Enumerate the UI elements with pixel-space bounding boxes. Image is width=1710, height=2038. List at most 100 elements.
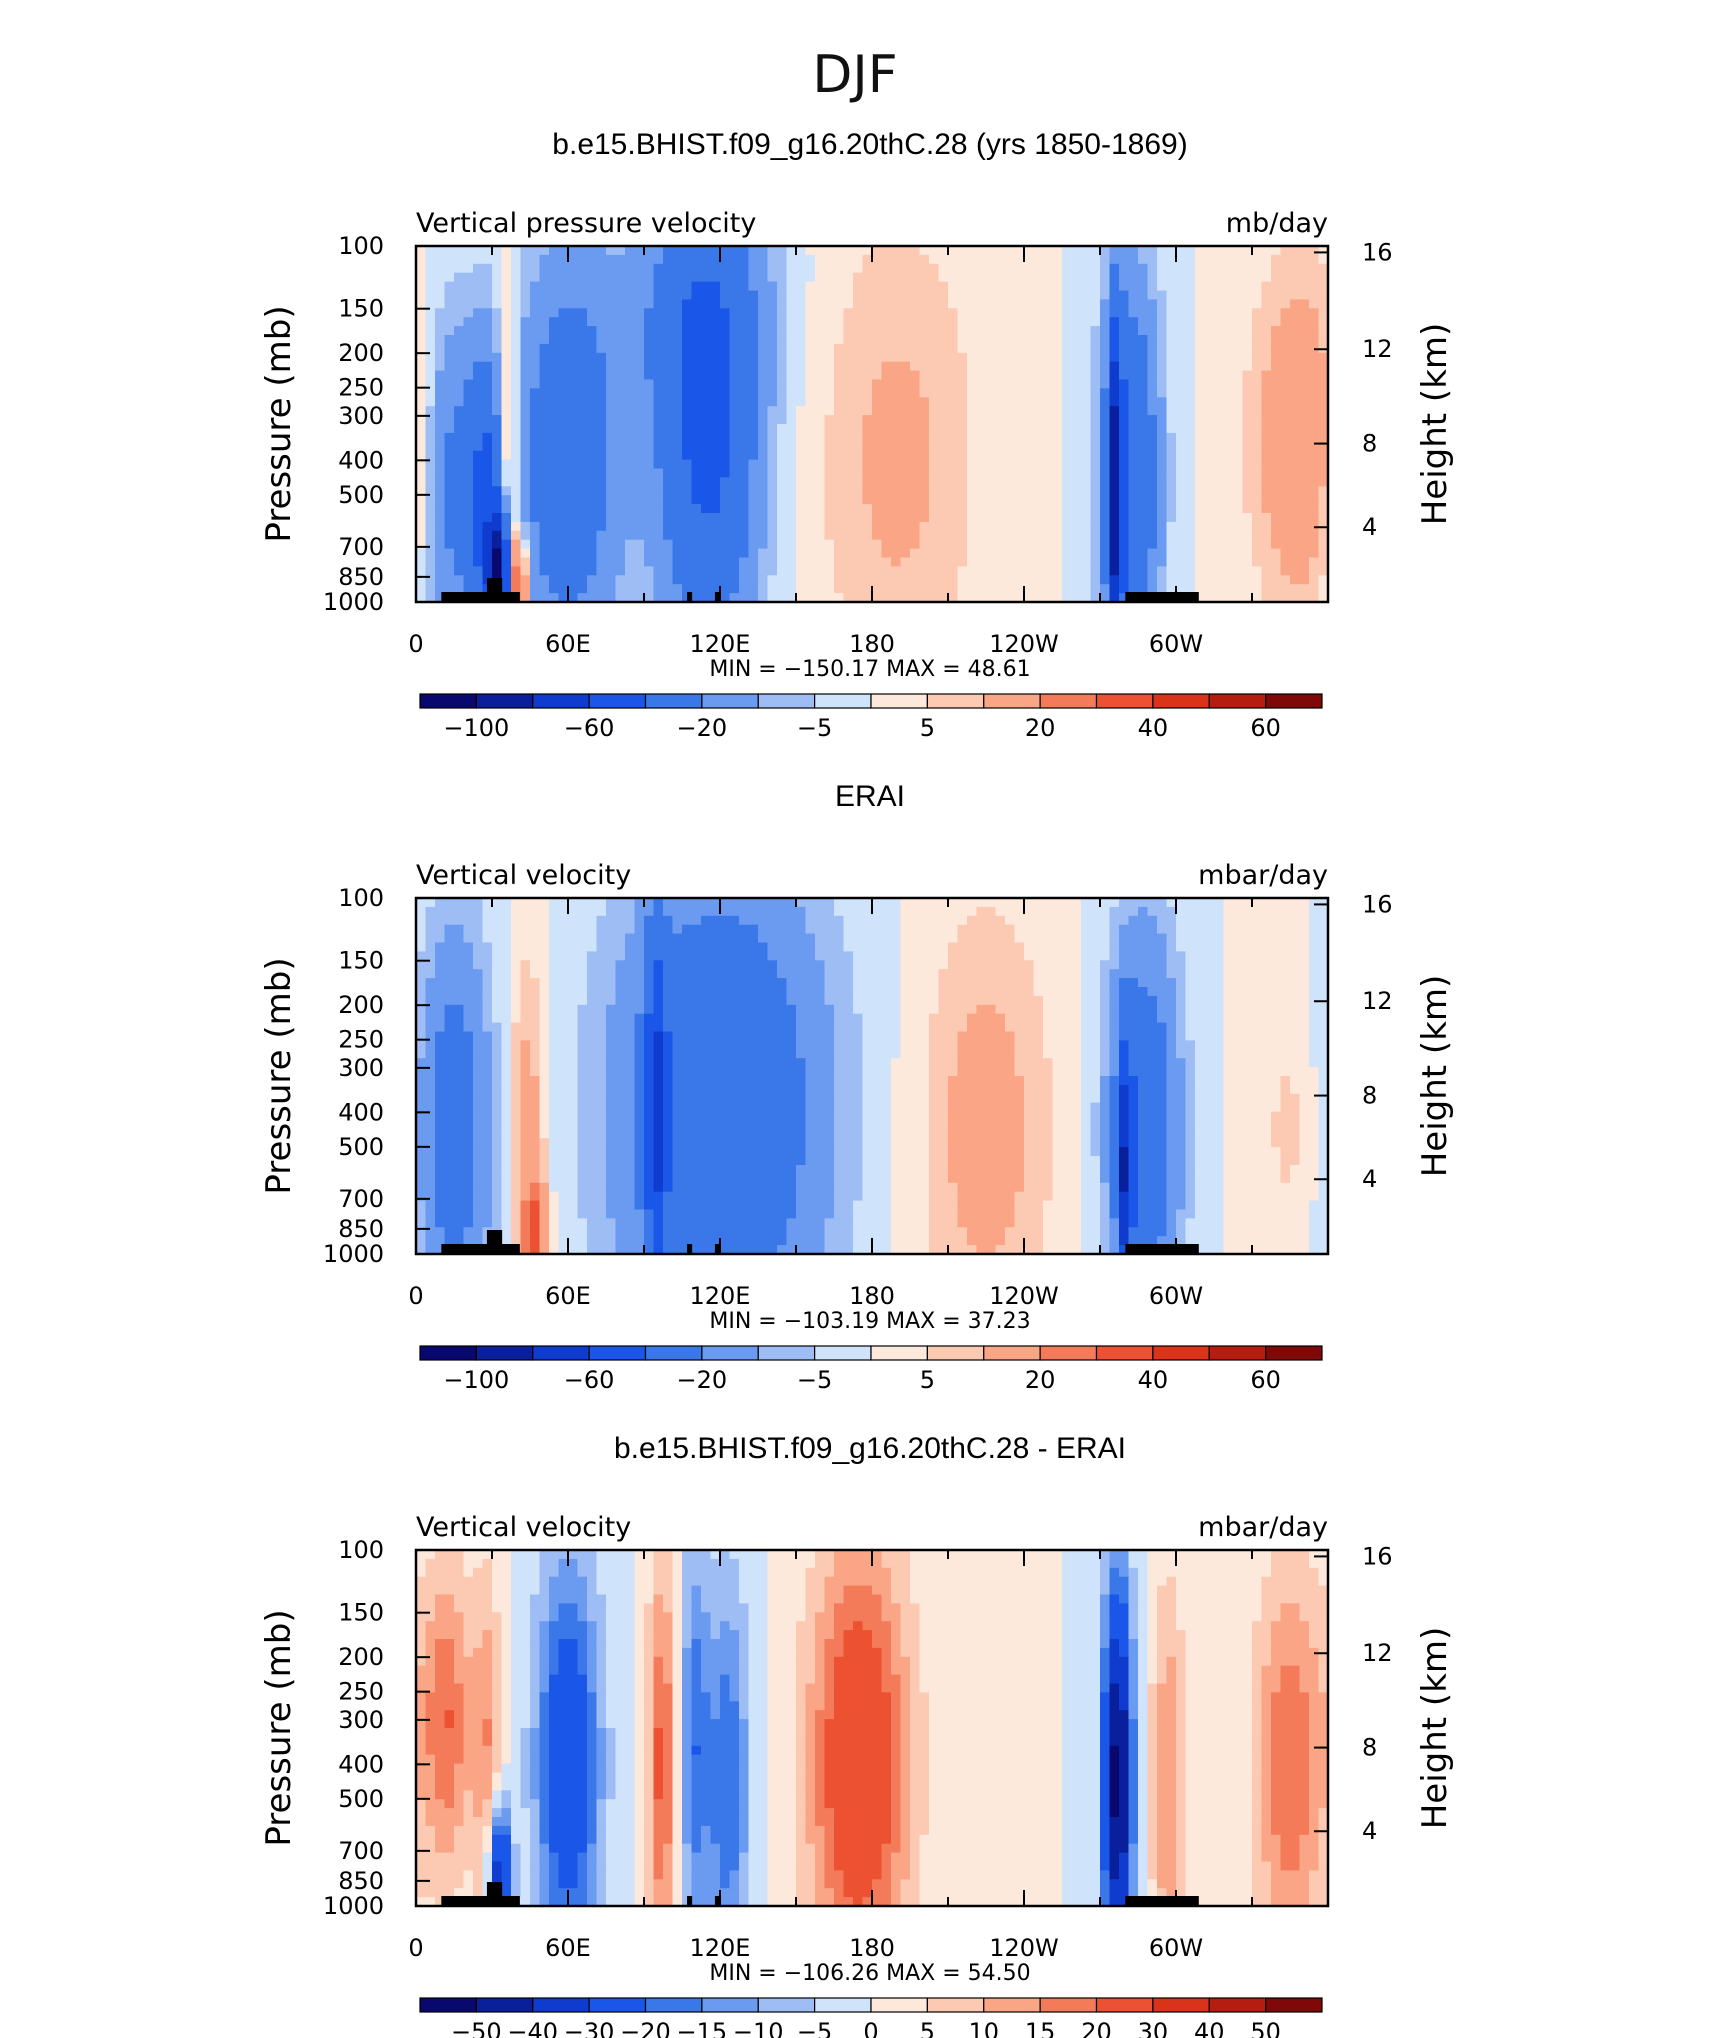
heatmap-cell [710,397,721,407]
heatmap-cell [492,370,503,381]
heatmap-cell [1024,521,1035,532]
heatmap-cell [767,513,778,523]
heatmap-cell [425,254,436,265]
heatmap-cell [482,951,493,961]
heatmap-cell [1090,272,1101,283]
heatmap-cell [663,978,674,988]
heatmap-cell [1214,513,1225,523]
heatmap-cell [558,1147,569,1157]
heatmap-cell [644,566,655,576]
heatmap-cell [539,513,550,523]
heatmap-cell [1176,335,1187,345]
heatmap-cell [577,441,588,452]
heatmap-cell [815,415,826,425]
heatmap-cell [501,299,512,309]
heatmap-cell [1223,281,1234,292]
heatmap-cell [796,432,807,443]
heatmap-cell [758,406,769,416]
heatmap-cell [1062,477,1073,487]
heatmap-cell [881,450,892,461]
heatmap-cell [682,272,693,283]
heatmap-cell [463,450,474,461]
heatmap-cell [435,397,446,407]
heatmap-cell [872,361,883,372]
heatmap-cell [682,441,693,452]
heatmap-cell [606,299,617,309]
heatmap-cell [948,539,959,550]
heatmap-cell [435,593,446,603]
heatmap-cell [615,995,626,1006]
heatmap-cell [615,1067,626,1077]
heatmap-cell [463,308,474,318]
heatmap-cell [615,290,626,300]
heatmap-cell [1109,521,1120,532]
heatmap-cell [1014,246,1025,256]
heatmap-cell [976,246,987,256]
heatmap-cell [644,432,655,443]
heatmap-cell [1147,299,1158,309]
heatmap-cell [815,370,826,381]
heatmap-cell [986,575,997,585]
heatmap-cell [1090,406,1101,416]
heatmap-cell [805,495,816,505]
heatmap-cell [929,468,940,478]
heatmap-cell [416,254,427,265]
heatmap-cell [501,254,512,265]
heatmap-cell [1195,317,1206,327]
heatmap-cell [634,504,645,514]
heatmap-cell [1299,388,1310,398]
heatmap-cell [473,1031,484,1041]
heatmap-cell [463,1093,474,1104]
heatmap-cell [435,477,446,487]
heatmap-cell [929,290,940,300]
heatmap-cell [1233,575,1244,585]
heatmap-cell [1157,415,1168,425]
heatmap-cell [1223,326,1234,336]
heatmap-cell [558,370,569,381]
heatmap-cell [957,557,968,567]
heatmap-cell [1195,326,1206,336]
heatmap-cell [1062,406,1073,416]
heatmap-cell [843,486,854,496]
heatmap-cell [1290,290,1301,300]
heatmap-cell [1081,299,1092,309]
heatmap-cell [625,1191,636,1202]
heatmap-cell [615,942,626,952]
heatmap-cell [891,272,902,283]
heatmap-cell [1290,424,1301,434]
heatmap-cell [482,924,493,935]
heatmap-cell [1271,343,1282,354]
heatmap-cell [558,1093,569,1104]
heatmap-cell [872,548,883,559]
heatmap-cell [596,1138,607,1148]
heatmap-cell [663,495,674,505]
heatmap-cell [1119,317,1130,327]
heatmap-cell [663,1013,674,1024]
heatmap-cell [1014,343,1025,354]
heatmap-cell [1138,566,1149,576]
heatmap-cell [1062,254,1073,265]
heatmap-cell [1176,254,1187,265]
heatmap-cell [1233,352,1244,363]
heatmap-cell [672,415,683,425]
heatmap-cell [520,1067,531,1077]
heatmap-cell [948,593,959,603]
heatmap-cell [1185,566,1196,576]
heatmap-cell [1147,317,1158,327]
heatmap-cell [454,1129,465,1139]
heatmap-cell [425,1200,436,1211]
heatmap-cell [568,951,579,961]
heatmap-cell [615,1227,626,1237]
heatmap-cell [710,317,721,327]
heatmap-cell [1024,272,1035,283]
heatmap-cell [1043,317,1054,327]
heatmap-cell [577,326,588,336]
heatmap-cell [777,539,788,550]
heatmap-cell [1252,370,1263,381]
heatmap-cell [492,486,503,496]
heatmap-cell [1261,468,1272,478]
heatmap-cell [1195,415,1206,425]
heatmap-cell [634,352,645,363]
heatmap-cell [530,987,541,997]
heatmap-cell [501,1191,512,1202]
